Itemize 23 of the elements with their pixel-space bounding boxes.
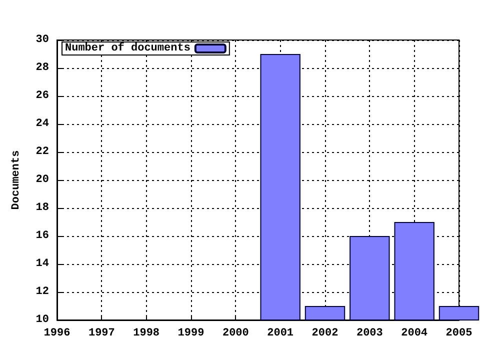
y-tick-label: 12: [36, 286, 49, 298]
y-tick-label: 28: [36, 62, 50, 74]
x-tick-label: 2002: [312, 328, 338, 340]
y-tick-label: 10: [36, 314, 49, 326]
y-tick-label: 22: [36, 146, 49, 158]
x-tick-label: 1996: [44, 328, 70, 340]
y-tick-label: 20: [36, 174, 49, 186]
y-tick-label: 24: [36, 118, 50, 130]
y-axis-title: Documents: [10, 150, 22, 210]
y-tick-label: 18: [36, 202, 50, 214]
x-tick-label: 1999: [178, 328, 204, 340]
x-tick-label: 2001: [267, 328, 294, 340]
y-tick-label: 14: [36, 258, 50, 270]
x-tick-label: 2005: [446, 328, 473, 340]
x-tick-label: 1997: [88, 328, 115, 340]
y-tick-label: 26: [36, 90, 49, 102]
y-tick-label: 30: [36, 34, 49, 46]
x-tick-label: 2003: [356, 328, 384, 340]
x-tick-label: 2004: [401, 328, 428, 340]
y-tick-label: 16: [36, 230, 49, 242]
x-tick-label: 1998: [133, 328, 160, 340]
x-tick-label: 2000: [222, 328, 249, 340]
legend-label: Number of documents: [65, 42, 190, 54]
